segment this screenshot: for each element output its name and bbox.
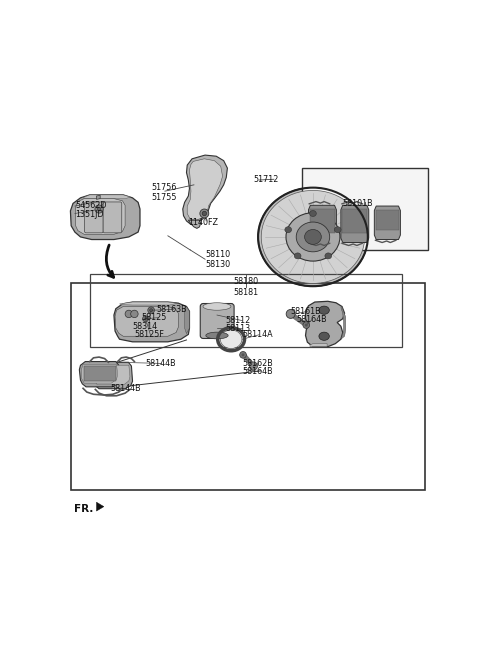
Text: 58144B: 58144B bbox=[145, 359, 176, 368]
Polygon shape bbox=[310, 344, 327, 347]
Ellipse shape bbox=[220, 330, 242, 348]
Text: FR.: FR. bbox=[74, 504, 94, 514]
Polygon shape bbox=[341, 205, 369, 242]
Circle shape bbox=[240, 351, 246, 358]
Circle shape bbox=[200, 209, 209, 218]
Circle shape bbox=[95, 205, 103, 213]
Ellipse shape bbox=[319, 306, 329, 314]
Text: 58161B: 58161B bbox=[290, 307, 321, 316]
Polygon shape bbox=[82, 365, 118, 383]
Polygon shape bbox=[96, 195, 100, 199]
Text: 58144B: 58144B bbox=[110, 384, 141, 393]
Text: 51756
51755: 51756 51755 bbox=[151, 183, 177, 202]
Circle shape bbox=[131, 310, 138, 317]
Polygon shape bbox=[96, 502, 104, 511]
Text: 1140FZ: 1140FZ bbox=[188, 217, 218, 227]
Polygon shape bbox=[84, 366, 116, 381]
Text: 58164B: 58164B bbox=[296, 315, 327, 324]
Polygon shape bbox=[188, 220, 201, 229]
Ellipse shape bbox=[203, 303, 231, 310]
Polygon shape bbox=[76, 198, 125, 235]
Ellipse shape bbox=[294, 253, 301, 259]
Polygon shape bbox=[376, 210, 399, 230]
Circle shape bbox=[249, 362, 258, 370]
Polygon shape bbox=[79, 361, 120, 387]
Ellipse shape bbox=[286, 213, 340, 261]
Text: 58163B: 58163B bbox=[156, 305, 187, 314]
Text: 54562D: 54562D bbox=[75, 201, 107, 210]
Text: 58110
58130: 58110 58130 bbox=[205, 250, 230, 269]
FancyBboxPatch shape bbox=[200, 304, 234, 338]
Circle shape bbox=[305, 324, 308, 327]
Text: 58125F: 58125F bbox=[134, 330, 164, 339]
Text: 58114A: 58114A bbox=[242, 330, 273, 339]
Circle shape bbox=[97, 207, 101, 211]
Text: 51712: 51712 bbox=[253, 175, 279, 184]
Polygon shape bbox=[305, 302, 345, 347]
Polygon shape bbox=[120, 302, 177, 305]
Circle shape bbox=[286, 309, 295, 319]
Ellipse shape bbox=[296, 222, 330, 252]
Text: 58314: 58314 bbox=[132, 322, 157, 330]
FancyBboxPatch shape bbox=[302, 168, 428, 250]
Circle shape bbox=[303, 322, 310, 328]
FancyBboxPatch shape bbox=[84, 202, 103, 233]
Text: 58164B: 58164B bbox=[242, 367, 273, 376]
Circle shape bbox=[143, 316, 148, 322]
Polygon shape bbox=[185, 306, 190, 334]
Polygon shape bbox=[342, 209, 367, 233]
Circle shape bbox=[150, 309, 153, 311]
FancyBboxPatch shape bbox=[103, 202, 122, 233]
Text: 1351JD: 1351JD bbox=[75, 210, 103, 219]
Polygon shape bbox=[309, 205, 336, 242]
Polygon shape bbox=[374, 206, 400, 240]
Ellipse shape bbox=[335, 227, 341, 233]
Polygon shape bbox=[83, 195, 131, 198]
Polygon shape bbox=[115, 306, 178, 336]
Ellipse shape bbox=[310, 210, 316, 216]
Ellipse shape bbox=[261, 191, 365, 283]
Ellipse shape bbox=[285, 227, 291, 233]
Text: 58162B: 58162B bbox=[242, 359, 273, 368]
Circle shape bbox=[241, 353, 244, 356]
Circle shape bbox=[144, 317, 147, 320]
Polygon shape bbox=[341, 306, 346, 339]
Text: 58125: 58125 bbox=[142, 313, 167, 322]
Circle shape bbox=[202, 212, 206, 215]
Circle shape bbox=[125, 310, 132, 317]
Polygon shape bbox=[310, 209, 335, 233]
Polygon shape bbox=[187, 159, 223, 220]
Polygon shape bbox=[92, 362, 132, 389]
Ellipse shape bbox=[319, 332, 329, 340]
Polygon shape bbox=[183, 155, 228, 224]
Ellipse shape bbox=[305, 229, 321, 244]
Ellipse shape bbox=[258, 188, 368, 286]
Text: 58101B: 58101B bbox=[343, 199, 373, 208]
Text: 58112: 58112 bbox=[226, 316, 251, 325]
Ellipse shape bbox=[206, 332, 228, 339]
Circle shape bbox=[148, 307, 155, 313]
Text: 58180
58181: 58180 58181 bbox=[233, 277, 259, 297]
Text: 58113: 58113 bbox=[226, 323, 251, 332]
Polygon shape bbox=[114, 302, 190, 342]
Polygon shape bbox=[71, 195, 140, 240]
Ellipse shape bbox=[325, 253, 332, 259]
Polygon shape bbox=[94, 365, 130, 384]
